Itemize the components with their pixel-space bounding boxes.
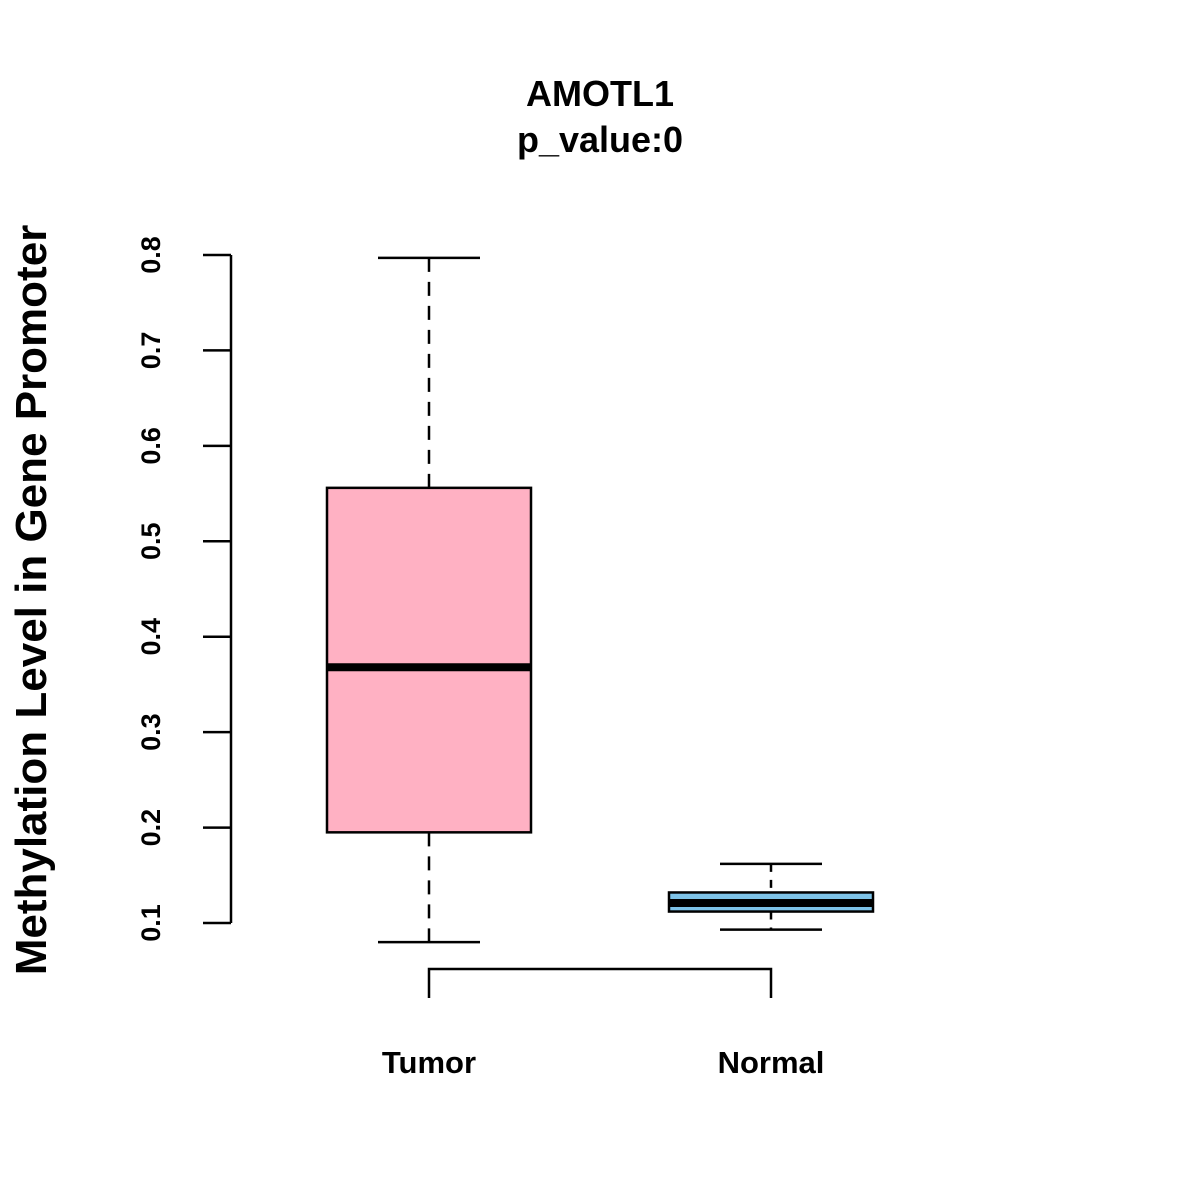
y-tick-label: 0.5 [136,523,166,561]
chart-subtitle: p_value:0 [517,119,683,160]
y-axis-title: Methylation Level in Gene Promoter [7,225,56,976]
x-axis-labels: Tumor Normal [382,1045,824,1080]
x-tick-label-normal: Normal [718,1045,825,1080]
y-axis-ticks: 0.1 0.2 0.3 0.4 0.5 0.6 0.7 0.8 [136,236,231,942]
box-normal [667,862,875,931]
y-tick-label: 0.7 [136,332,166,370]
y-tick-label: 0.4 [136,618,166,656]
y-tick-label: 0.3 [136,713,166,751]
bracket-line [427,967,773,998]
iqr-box [325,486,533,834]
y-tick-label: 0.6 [136,427,166,465]
y-tick-label: 0.8 [136,236,166,274]
comparison-bracket [427,967,773,998]
y-tick-label: 0.1 [136,904,166,942]
box-tumor [325,256,533,944]
chart-title: AMOTL1 [526,73,674,114]
y-tick-label: 0.2 [136,809,166,847]
boxes-group [325,256,875,944]
x-tick-label-tumor: Tumor [382,1045,476,1080]
